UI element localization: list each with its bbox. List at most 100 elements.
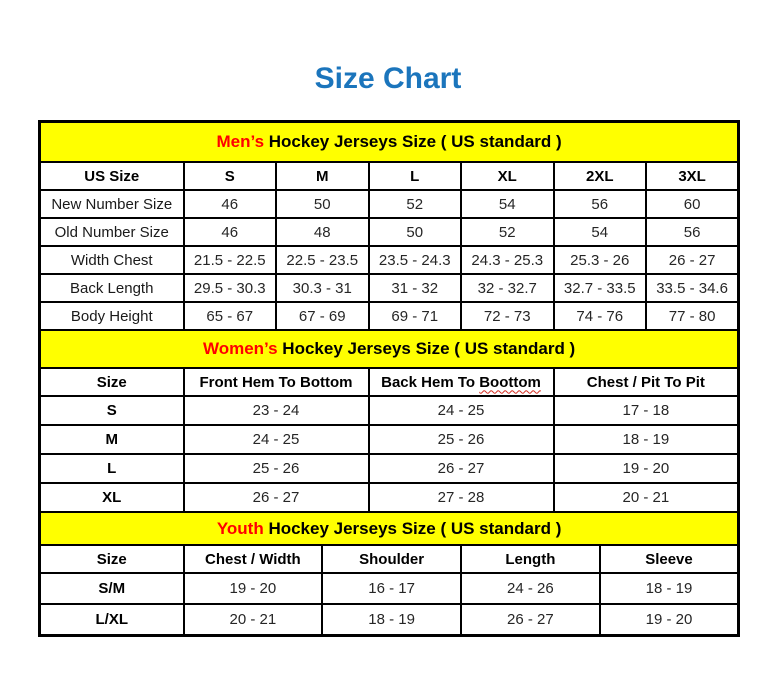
column-header: Size [38, 367, 185, 397]
table-cell: 19 - 20 [598, 603, 740, 637]
table-cell: 74 - 76 [552, 301, 647, 331]
row-label-cell: Old Number Size [38, 217, 185, 247]
table-cell: 25.3 - 26 [552, 245, 647, 275]
youth-title-text: Hockey Jerseys Size ( US standard ) [263, 518, 562, 538]
table-row: Old Number Size 46 48 50 52 54 56 [38, 217, 740, 247]
column-header: Chest / Width [182, 544, 324, 574]
table-cell: 60 [645, 189, 740, 219]
youth-accent-text: Youth [216, 518, 264, 538]
table-cell: 19 - 20 [182, 572, 324, 605]
table-row: L 25 - 26 26 - 27 19 - 20 [38, 453, 740, 484]
women-section-header: Women’s Hockey Jerseys Size ( US standar… [38, 329, 740, 369]
table-row: Body Height 65 - 67 67 - 69 69 - 71 72 -… [38, 301, 740, 331]
table-cell: 24.3 - 25.3 [460, 245, 555, 275]
youth-header-row: Size Chest / Width Shoulder Length Sleev… [38, 544, 740, 574]
table-cell: 56 [645, 217, 740, 247]
row-label-cell: Width Chest [38, 245, 185, 275]
table-cell: 31 - 32 [367, 273, 462, 303]
table-cell: 16 - 17 [321, 572, 462, 605]
women-accent-text: Women’s [202, 339, 278, 358]
men-section: Men’s Hockey Jerseys Size ( US standard … [38, 120, 740, 331]
women-title-text: Hockey Jerseys Size ( US standard ) [277, 339, 576, 358]
table-cell: 77 - 80 [645, 301, 740, 331]
table-row: M 24 - 25 25 - 26 18 - 19 [38, 424, 740, 455]
row-label-cell: M [38, 424, 185, 455]
table-cell: 50 [367, 217, 462, 247]
table-cell: 54 [460, 189, 555, 219]
row-label-cell: Back Length [38, 273, 185, 303]
row-label-cell: Body Height [38, 301, 185, 331]
table-cell: 27 - 28 [367, 482, 555, 513]
table-cell: 69 - 71 [367, 301, 462, 331]
page-title: Size Chart [314, 62, 462, 95]
men-accent-text: Men’s [216, 132, 265, 151]
table-cell: 25 - 26 [182, 453, 370, 484]
table-row: XL 26 - 27 27 - 28 20 - 21 [38, 482, 740, 513]
table-cell: 72 - 73 [460, 301, 555, 331]
column-header: XL [460, 161, 555, 191]
table-cell: 48 [275, 217, 370, 247]
table-cell: 26 - 27 [367, 453, 555, 484]
column-header-misspelled: Back Hem To Boottom [367, 367, 555, 397]
column-header: M [275, 161, 370, 191]
table-cell: 29.5 - 30.3 [182, 273, 277, 303]
youth-section: Youth Hockey Jerseys Size ( US standard … [38, 511, 740, 637]
table-cell: 22.5 - 23.5 [275, 245, 370, 275]
table-cell: 65 - 67 [182, 301, 277, 331]
table-cell: 26 - 27 [182, 482, 370, 513]
column-header: Chest / Pit To Pit [552, 367, 740, 397]
column-header: Shoulder [321, 544, 462, 574]
table-cell: 21.5 - 22.5 [182, 245, 277, 275]
table-cell: 23 - 24 [182, 395, 370, 426]
table-row: L/XL 20 - 21 18 - 19 26 - 27 19 - 20 [38, 603, 740, 637]
table-cell: 46 [182, 217, 277, 247]
column-header: Sleeve [598, 544, 740, 574]
table-cell: 20 - 21 [552, 482, 740, 513]
table-cell: 19 - 20 [552, 453, 740, 484]
table-cell: 32 - 32.7 [460, 273, 555, 303]
column-header: Size [38, 544, 185, 574]
column-header: US Size [38, 161, 185, 191]
table-row: Width Chest 21.5 - 22.5 22.5 - 23.5 23.5… [38, 245, 740, 275]
table-cell: 24 - 25 [367, 395, 555, 426]
table-cell: 67 - 69 [275, 301, 370, 331]
column-header: L [367, 161, 462, 191]
men-section-header: Men’s Hockey Jerseys Size ( US standard … [38, 120, 740, 163]
table-cell: 26 - 27 [645, 245, 740, 275]
size-chart-table: Men’s Hockey Jerseys Size ( US standard … [38, 120, 741, 637]
column-header: 2XL [552, 161, 647, 191]
row-label-cell: L [38, 453, 185, 484]
youth-section-header: Youth Hockey Jerseys Size ( US standard … [38, 511, 740, 546]
table-cell: 24 - 26 [460, 572, 601, 605]
women-header-row: Size Front Hem To Bottom Back Hem To Boo… [38, 367, 740, 397]
table-row: New Number Size 46 50 52 54 56 60 [38, 189, 740, 219]
table-row: S/M 19 - 20 16 - 17 24 - 26 18 - 19 [38, 572, 740, 605]
row-label-cell: L/XL [38, 603, 185, 637]
table-cell: 52 [367, 189, 462, 219]
table-cell: 30.3 - 31 [275, 273, 370, 303]
row-label-cell: S [38, 395, 185, 426]
table-cell: 18 - 19 [598, 572, 740, 605]
row-label-cell: XL [38, 482, 185, 513]
table-cell: 26 - 27 [460, 603, 601, 637]
men-title-text: Hockey Jerseys Size ( US standard ) [264, 132, 562, 151]
women-section-title: Women’s Hockey Jerseys Size ( US standar… [38, 329, 740, 369]
youth-section-title: Youth Hockey Jerseys Size ( US standard … [38, 511, 740, 546]
men-header-row: US Size S M L XL 2XL 3XL [38, 161, 740, 191]
column-header: Length [460, 544, 601, 574]
row-label-cell: New Number Size [38, 189, 185, 219]
table-row: S 23 - 24 24 - 25 17 - 18 [38, 395, 740, 426]
table-cell: 25 - 26 [367, 424, 555, 455]
table-cell: 52 [460, 217, 555, 247]
table-cell: 56 [552, 189, 647, 219]
misspelled-word: Boottom [479, 373, 541, 391]
table-cell: 54 [552, 217, 647, 247]
table-cell: 50 [275, 189, 370, 219]
column-header: 3XL [645, 161, 740, 191]
table-cell: 46 [182, 189, 277, 219]
table-cell: 23.5 - 24.3 [367, 245, 462, 275]
column-header: S [182, 161, 277, 191]
table-cell: 33.5 - 34.6 [645, 273, 740, 303]
men-section-title: Men’s Hockey Jerseys Size ( US standard … [38, 120, 740, 163]
size-chart-container: Men’s Hockey Jerseys Size ( US standard … [38, 120, 741, 637]
